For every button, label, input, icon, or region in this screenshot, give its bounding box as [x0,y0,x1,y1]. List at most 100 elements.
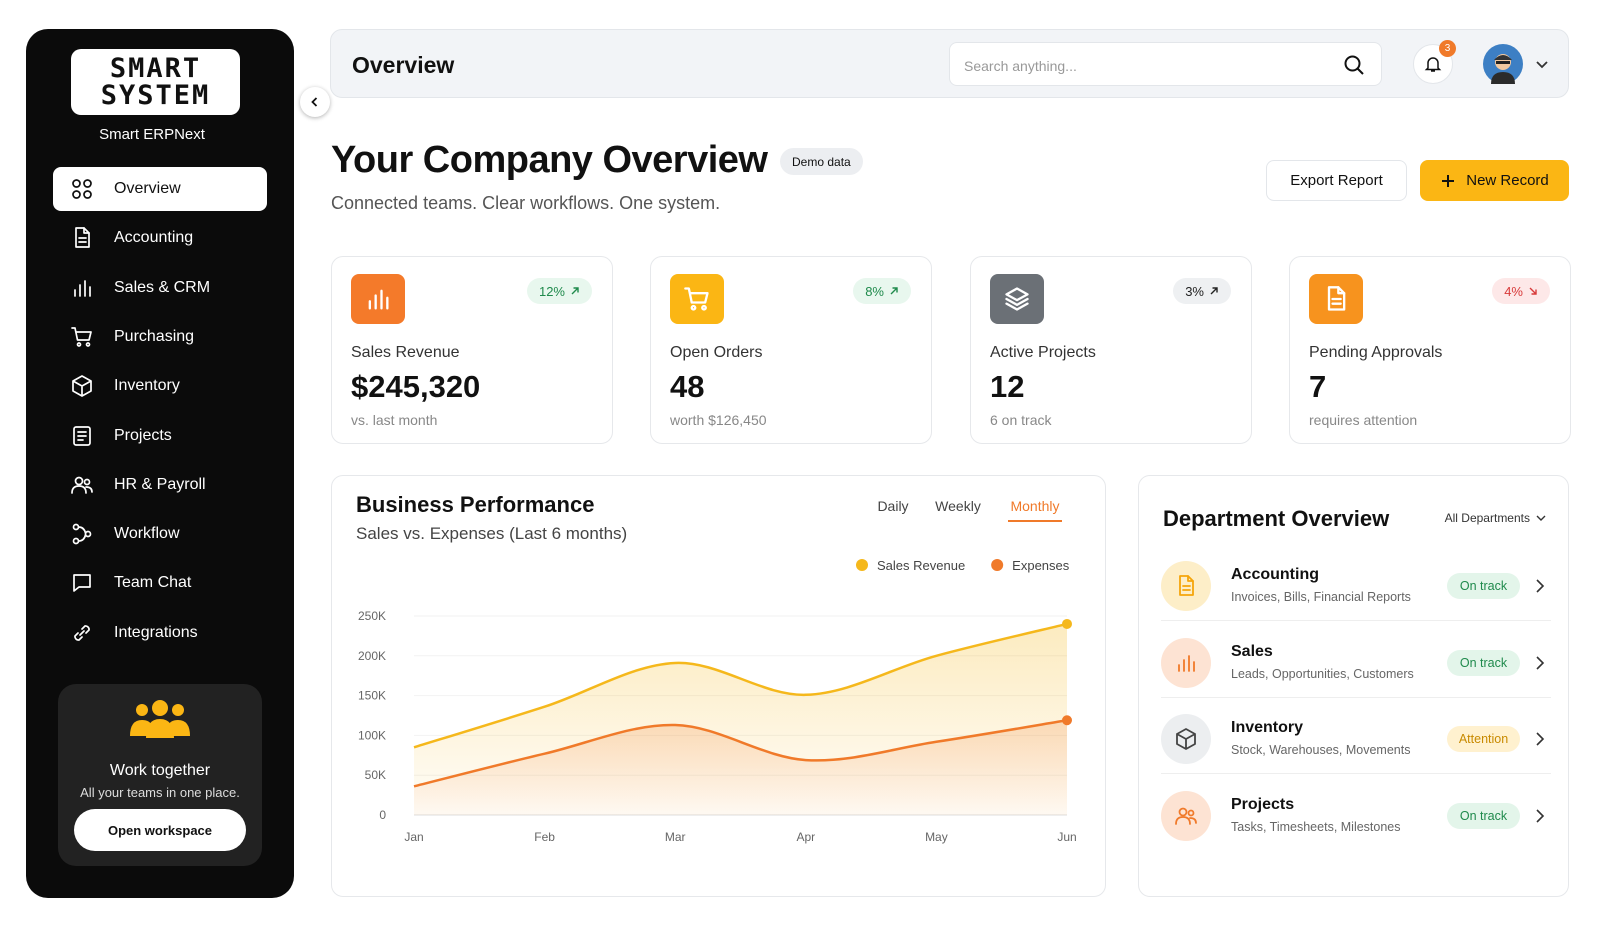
row-chevron [1533,578,1547,599]
nav-item[interactable]: Team Chat [53,561,267,605]
department-name: Accounting [1231,566,1319,583]
legend-swatch [856,559,868,571]
active-tab-underline [1008,520,1062,522]
nav-item[interactable]: Integrations [53,611,267,655]
collapse-button[interactable] [300,87,330,117]
x-tick-label: Feb [534,830,555,844]
nav-item[interactable]: Sales & CRM [53,266,267,310]
kpi-change-value: 12% [538,283,565,299]
user-menu-chevron[interactable] [1534,57,1550,73]
period-tab[interactable]: Daily [877,498,908,514]
chart: Business Performance Sales vs. Expenses … [356,492,1077,844]
period-tab[interactable]: Monthly [1010,498,1059,514]
department-icon [1161,790,1211,841]
promo-title: Work together [109,762,211,779]
kpi-change: 3% [1173,278,1231,304]
trend-arrow [1209,284,1219,299]
export-button[interactable]: Export Report [1266,160,1407,201]
kpi-change-value: 8% [865,283,884,299]
nav-item[interactable]: Purchasing [53,315,267,359]
nav-label: HR & Payroll [114,475,206,493]
trend-arrow [889,284,899,299]
user-avatar[interactable] [1483,44,1523,84]
promo-card: Work together All your teams in one plac… [58,684,262,866]
kpi-card: 4% Pending Approvals 7 requires attention [1289,256,1571,444]
search-icon [1344,55,1364,75]
kpi-card: 8% Open Orders 48 worth $126,450 [650,256,932,444]
kpi-label: Active Projects [990,344,1096,361]
department-row[interactable]: Projects Tasks, Timesheets, Milestones On … [1161,781,1551,851]
search-placeholder: Search anything... [964,58,1077,74]
kpi-card: 12% Sales Revenue $245,320 vs. last month [331,256,613,444]
department-icon [1161,714,1211,764]
kpi-card: 3% Active Projects 12 6 on track [970,256,1252,444]
legend-label: Sales Revenue [877,558,965,573]
button-label: Export Report [1290,172,1383,189]
nav-item[interactable]: Accounting [53,216,267,260]
promo-button[interactable]: Open workspace [74,809,246,851]
series-line [413,622,1068,749]
notification-count: 3 [1439,40,1456,57]
series-end-point [1062,618,1072,629]
brand-name: Smart ERPNext [99,126,205,143]
department-desc: Invoices, Bills, Financial Reports [1231,590,1411,604]
department-name: Projects [1231,795,1295,813]
department-desc: Stock, Warehouses, Movements [1231,743,1411,757]
y-tick-label: 200K [358,649,386,663]
page-title: Your Company Overview [331,139,768,181]
chart-subtitle: Sales vs. Expenses (Last 6 months) [356,524,627,543]
x-tick-label: Apr [796,830,815,844]
department-row[interactable]: Inventory Stock, Warehouses, Movements Att… [1161,704,1551,774]
department-row[interactable]: Accounting Invoices, Bills, Financial Rep… [1161,551,1551,621]
kpi-label: Sales Revenue [351,344,460,361]
kpi-change-value: 3% [1185,283,1204,299]
page-subtitle: Connected teams. Clear workflows. One sy… [331,193,721,213]
nav-item[interactable]: Workflow [53,512,267,556]
kpi-icon [990,274,1044,324]
team-icon [130,700,190,738]
trend-arrow [570,284,580,299]
kpi-value: $245,320 [351,369,481,404]
nav-item[interactable]: Overview [53,167,267,211]
nav-label: Accounting [114,229,194,247]
nav-label: Projects [114,426,172,444]
logo[interactable]: SMART SYSTEM [71,49,240,115]
kpi-icon [351,274,405,324]
kpi-icon [1309,274,1363,324]
search-input[interactable]: Search anything... [949,42,1382,86]
kpi-label: Open Orders [670,344,763,361]
x-tick-label: May [925,830,948,844]
department-status: On track [1447,573,1520,599]
series-line [413,719,1068,788]
kpi-change: 8% [853,278,911,304]
row-chevron [1533,808,1547,829]
kpi-change-value: 4% [1504,283,1523,299]
kpi-label: Pending Approvals [1309,344,1443,361]
department-filter[interactable]: All Departments [1445,511,1546,525]
nav-item[interactable]: Inventory [53,364,267,408]
filter-label: All Departments [1444,511,1530,525]
department-name: Sales [1231,642,1273,660]
logo-line: SMART [109,53,202,84]
y-tick-label: 0 [379,808,386,822]
nav-label: Integrations [114,623,198,641]
button-label: New Record [1466,172,1549,189]
nav-item[interactable]: HR & Payroll [53,463,267,507]
new-record-button[interactable]: New Record [1420,160,1569,201]
chart-card: Business Performance Sales vs. Expenses … [331,475,1106,897]
department-desc: Leads, Opportunities, Customers [1231,666,1414,681]
nav-label: Sales & CRM [114,278,211,296]
department-status: On track [1447,649,1520,676]
trend-arrow [1528,284,1538,299]
kpi-value: 12 [990,369,1025,404]
nav-label: Team Chat [114,574,192,592]
nav-label: Workflow [114,525,180,543]
nav-label: Overview [114,180,181,197]
kpi-note: vs. last month [351,412,438,428]
period-tab[interactable]: Weekly [935,498,981,514]
nav-item[interactable]: Projects [53,414,267,458]
row-chevron [1533,655,1547,676]
department-row[interactable]: Sales Leads, Opportunities, Customers On t… [1161,628,1551,698]
legend-swatch [991,559,1004,571]
department-card: Department Overview All Departments Acco… [1138,475,1569,897]
